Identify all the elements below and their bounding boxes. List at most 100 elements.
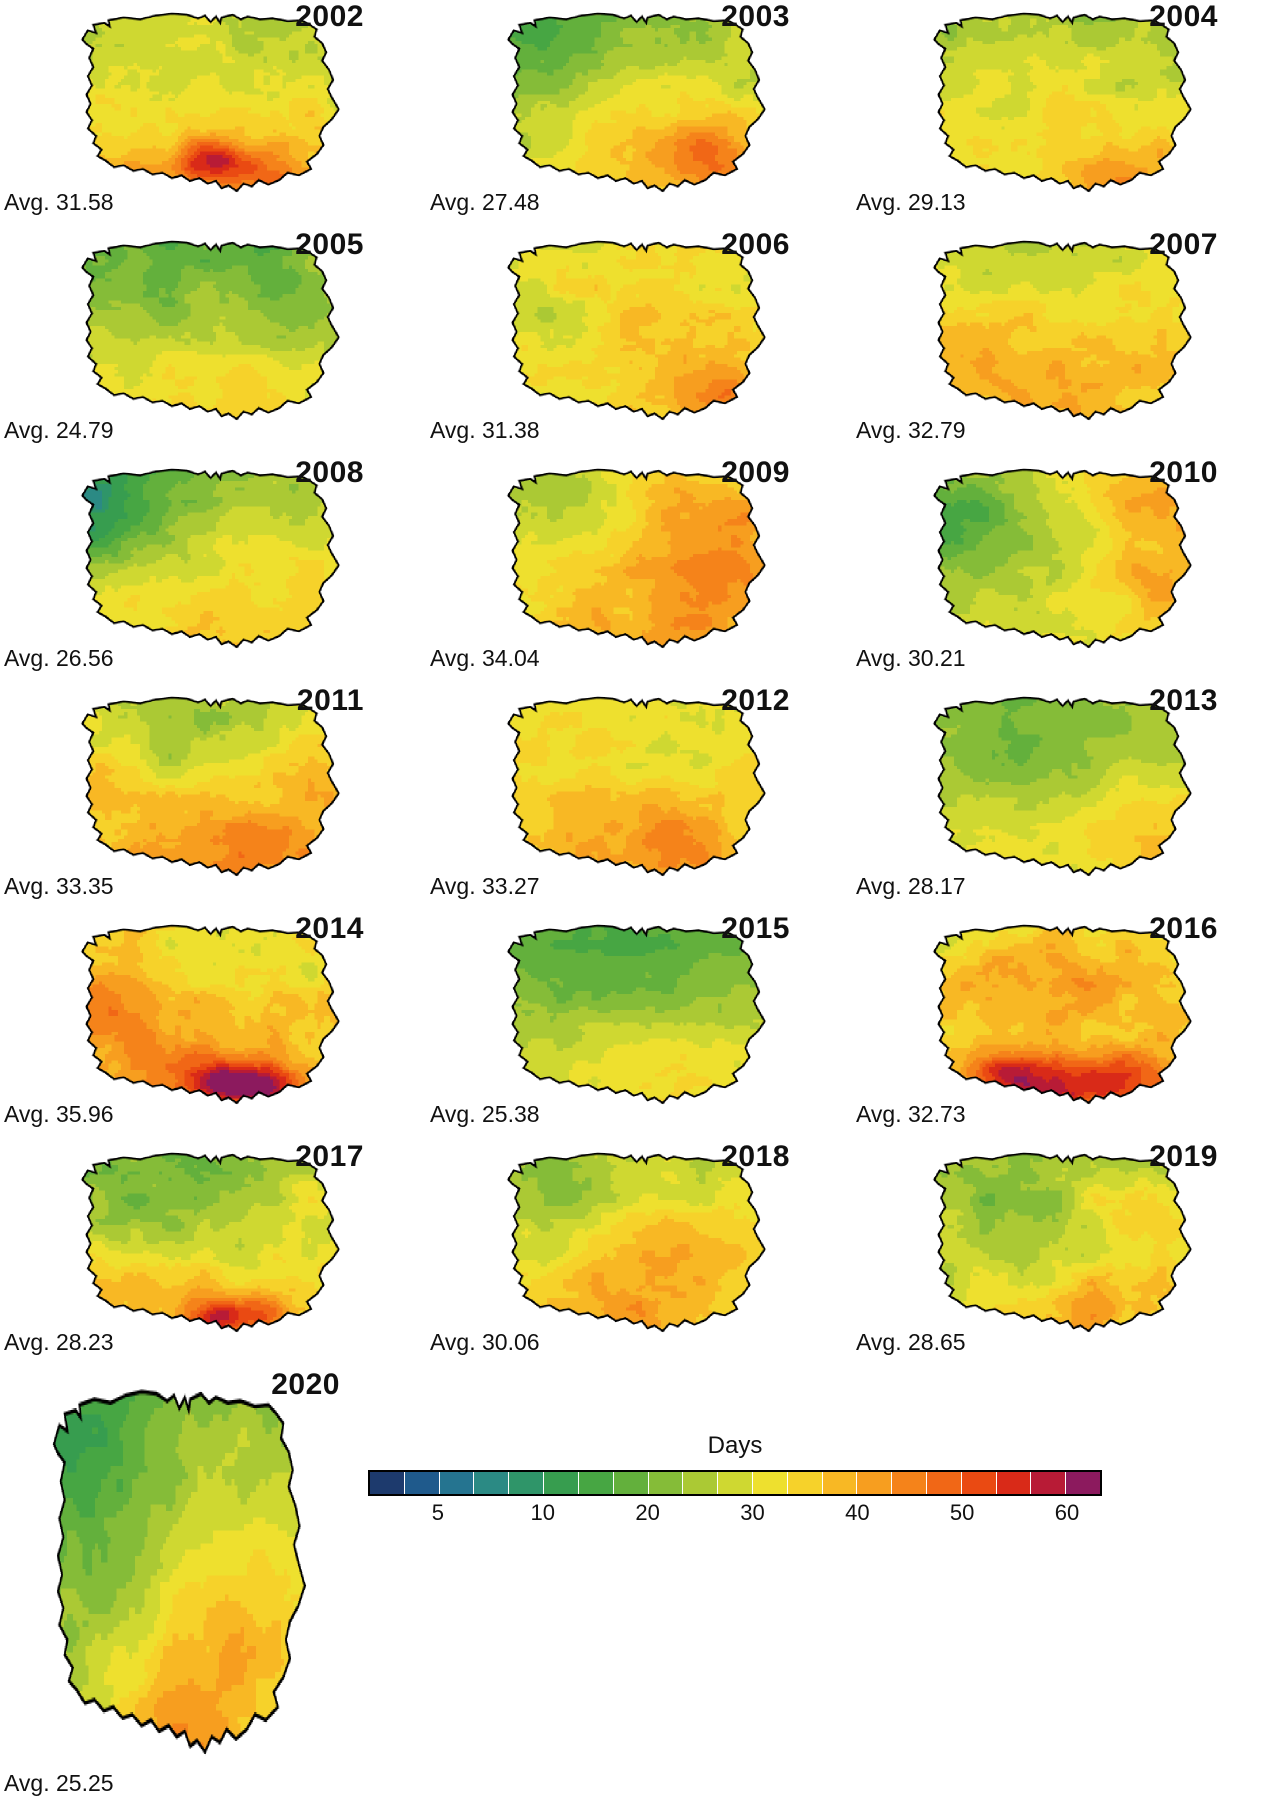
- legend-tick-label: 40: [845, 1500, 870, 1525]
- year-label: 2011: [296, 684, 364, 717]
- legend-color-segment: [927, 1472, 962, 1494]
- legend-color-segment: [892, 1472, 927, 1494]
- map-panel-2003: 2003 Avg. 27.48: [426, 0, 852, 228]
- avg-label: Avg. 25.38: [430, 1101, 540, 1127]
- map-panel-2012: 2012 Avg. 33.27: [426, 684, 852, 912]
- legend-tick-label: 30: [740, 1500, 765, 1525]
- map-panel-2002: 2002 Avg. 31.58: [0, 0, 426, 228]
- poland-map-2020: [36, 1376, 312, 1762]
- legend-color-segment: [752, 1472, 788, 1494]
- map-panel-2020: 2020 Avg. 25.25: [0, 1368, 426, 1796]
- legend-color-segment: [578, 1472, 614, 1494]
- legend-color-segment: [474, 1472, 510, 1494]
- map-panel-2006: 2006 Avg. 31.38: [426, 228, 852, 456]
- avg-label: Avg. 30.06: [430, 1329, 540, 1355]
- poland-map-2019: [916, 1146, 1198, 1336]
- legend-color-segment: [787, 1472, 823, 1494]
- avg-label: Avg. 32.79: [856, 417, 966, 443]
- poland-map-2006: [490, 234, 772, 424]
- year-label: 2016: [1149, 912, 1218, 945]
- poland-map-2016: [916, 918, 1198, 1108]
- poland-map-2008: [64, 462, 346, 652]
- avg-label: Avg. 31.38: [430, 417, 540, 443]
- poland-map-2009: [490, 462, 772, 652]
- avg-label: Avg. 26.56: [4, 645, 114, 671]
- legend-color-segment: [613, 1472, 649, 1494]
- year-label: 2018: [721, 1140, 790, 1173]
- avg-label: Avg. 25.25: [4, 1770, 114, 1796]
- map-panel-2011: 2011 Avg. 33.35: [0, 684, 426, 912]
- legend-color-segment: [683, 1472, 719, 1494]
- poland-map-2002: [64, 6, 346, 196]
- year-label: 2019: [1149, 1140, 1218, 1173]
- avg-label: Avg. 28.17: [856, 873, 966, 899]
- map-panel-2009: 2009 Avg. 34.04: [426, 456, 852, 684]
- map-panel-2008: 2008 Avg. 26.56: [0, 456, 426, 684]
- year-label: 2005: [295, 228, 364, 261]
- legend-color-segment: [996, 1472, 1032, 1494]
- poland-map-2015: [490, 918, 772, 1108]
- year-label: 2002: [295, 0, 364, 33]
- year-label: 2015: [721, 912, 790, 945]
- avg-label: Avg. 28.23: [4, 1329, 114, 1355]
- map-panel-2007: 2007 Avg. 32.79: [852, 228, 1280, 456]
- legend-title: Days: [707, 1432, 763, 1459]
- poland-map-2005: [64, 234, 346, 424]
- poland-map-2014: [64, 918, 346, 1108]
- legend-tick-label: 50: [949, 1500, 975, 1525]
- map-panel-2005: 2005 Avg. 24.79: [0, 228, 426, 456]
- legend-tick-label: 10: [530, 1500, 555, 1525]
- poland-map-2011: [64, 690, 346, 880]
- legend-color-segment: [544, 1472, 579, 1494]
- legend-color-segment: [404, 1472, 440, 1494]
- avg-label: Avg. 32.73: [856, 1101, 966, 1127]
- legend-color-segment: [857, 1472, 893, 1494]
- legend-color-segment: [509, 1472, 545, 1494]
- poland-map-2013: [916, 690, 1198, 880]
- legend-color-segment: [1066, 1472, 1101, 1494]
- legend-color-bar: [368, 1470, 1102, 1496]
- avg-label: Avg. 28.65: [856, 1329, 966, 1355]
- year-label: 2014: [295, 912, 364, 945]
- year-label: 2006: [721, 228, 790, 261]
- avg-label: Avg. 31.58: [4, 189, 114, 215]
- year-label: 2004: [1149, 0, 1218, 33]
- year-label: 2007: [1149, 228, 1218, 261]
- avg-label: Avg. 33.27: [430, 873, 540, 899]
- avg-label: Avg. 33.35: [4, 873, 114, 899]
- map-panel-2019: 2019 Avg. 28.65: [852, 1140, 1280, 1368]
- year-label: 2009: [721, 456, 790, 489]
- legend-color-segment: [822, 1472, 858, 1494]
- legend-tick-row: 5 10 20 30 40 50 60: [368, 1500, 1102, 1528]
- year-label: 2012: [721, 684, 790, 717]
- avg-label: Avg. 35.96: [4, 1101, 114, 1127]
- avg-label: Avg. 30.21: [856, 645, 966, 671]
- map-panel-2010: 2010 Avg. 30.21: [852, 456, 1280, 684]
- poland-map-2007: [916, 234, 1198, 424]
- legend-color-segment: [718, 1472, 753, 1494]
- map-panel-2013: 2013 Avg. 28.17: [852, 684, 1280, 912]
- legend-color-segment: [370, 1472, 405, 1494]
- poland-map-2017: [64, 1146, 346, 1336]
- legend-tick-label: 20: [635, 1500, 660, 1525]
- map-panel-2004: 2004 Avg. 29.13: [852, 0, 1280, 228]
- map-panel-2017: 2017 Avg. 28.23: [0, 1140, 426, 1368]
- legend-color-segment: [961, 1472, 997, 1494]
- legend-color-segment: [1031, 1472, 1067, 1494]
- color-scale-legend: Days 5 10 20 30 40 50 60: [368, 1432, 1102, 1528]
- year-label: 2020: [271, 1368, 340, 1401]
- avg-label: Avg. 34.04: [430, 645, 540, 671]
- avg-label: Avg. 24.79: [4, 417, 114, 443]
- legend-color-segment: [648, 1472, 684, 1494]
- year-label: 2017: [295, 1140, 364, 1173]
- poland-map-2004: [916, 6, 1198, 196]
- legend-tick-label: 5: [431, 1500, 444, 1525]
- legend-tick-label: 60: [1054, 1500, 1080, 1525]
- avg-label: Avg. 27.48: [430, 189, 540, 215]
- poland-map-2012: [490, 690, 772, 880]
- map-panel-2015: 2015 Avg. 25.38: [426, 912, 852, 1140]
- map-panel-2018: 2018 Avg. 30.06: [426, 1140, 852, 1368]
- legend-color-segment: [439, 1472, 475, 1494]
- avg-label: Avg. 29.13: [856, 189, 966, 215]
